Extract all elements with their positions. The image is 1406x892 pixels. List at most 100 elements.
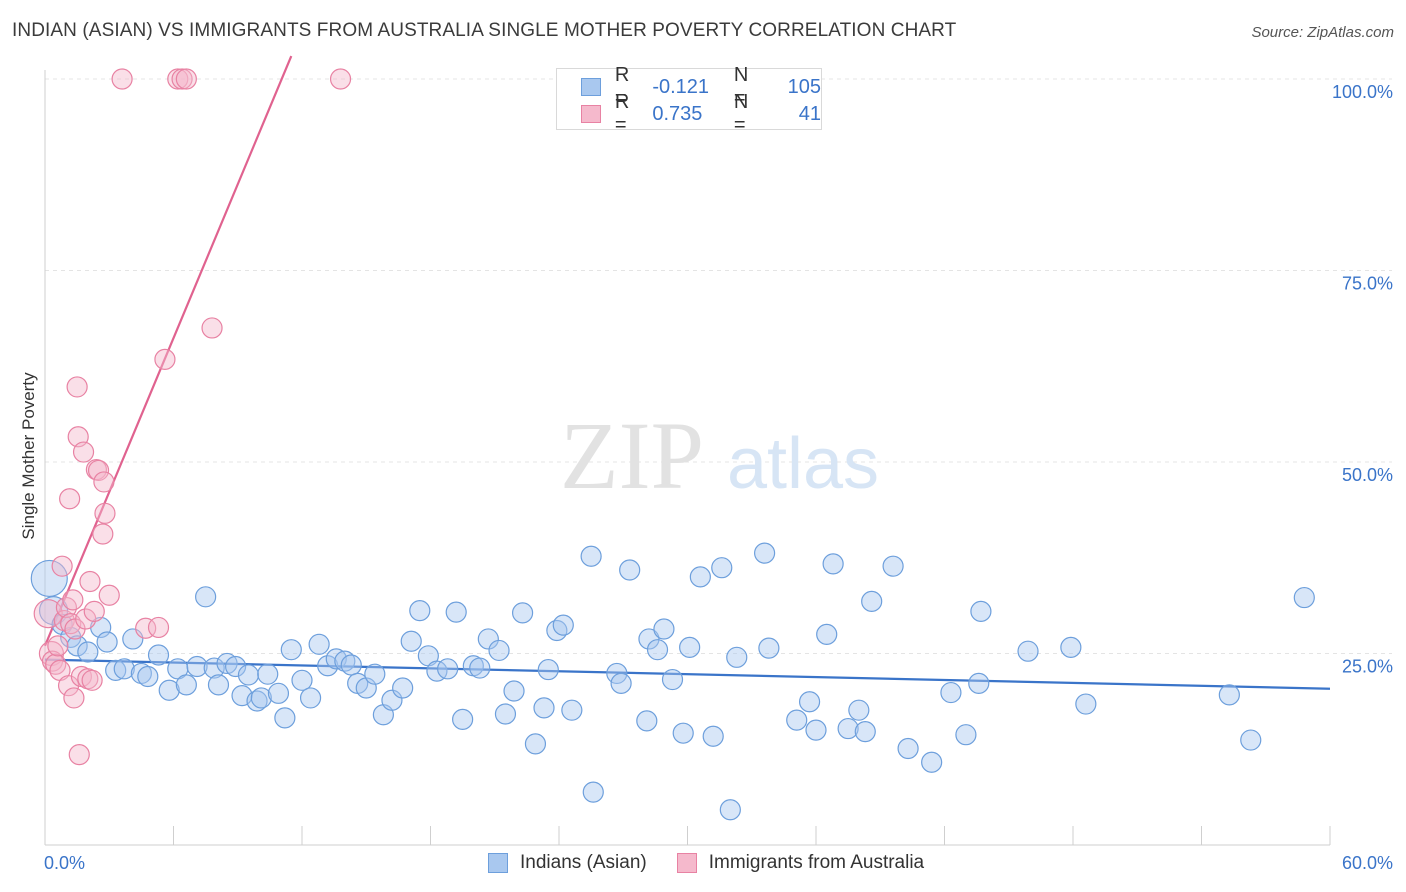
data-point [610, 672, 632, 694]
y-tick-label: 100.0% [1332, 82, 1393, 102]
series-points-0 [30, 542, 1315, 821]
data-point [882, 555, 904, 577]
data-point [113, 658, 135, 680]
x-tick-label-min: 0.0% [44, 853, 85, 873]
axis-labels: 25.0% 50.0% 75.0% 100.0% 0.0% 60.0% Single Mot… [19, 82, 1393, 873]
data-point [72, 441, 95, 463]
series-legend-item-indians[interactable]: Indians (Asian) [488, 852, 647, 874]
legend-r-value: -0.121 [652, 75, 710, 98]
data-point [445, 601, 467, 623]
data-point [334, 650, 356, 672]
legend-n-label: N = [733, 64, 749, 109]
data-point [79, 570, 101, 593]
y-axis-title: Single Mother Poverty [19, 372, 38, 540]
series-swatch-indians [488, 853, 508, 873]
data-point [83, 600, 105, 622]
data-point [137, 665, 159, 688]
data-point [68, 744, 90, 766]
data-point [477, 628, 499, 650]
series-swatch-australia [676, 853, 697, 873]
trend-line-0 [44, 658, 1331, 690]
data-point [175, 674, 197, 696]
legend-row-indians: R = -0.121 N = 105 [581, 64, 821, 109]
data-point [816, 623, 838, 645]
data-point [51, 555, 73, 577]
data-point [280, 639, 302, 661]
data-point [63, 687, 85, 709]
data-point [753, 542, 776, 564]
data-point [854, 721, 876, 743]
data-point [308, 633, 330, 655]
data-point [970, 600, 992, 622]
data-point [47, 635, 69, 657]
y-tick-label: 25.0% [1342, 657, 1393, 677]
data-point [524, 733, 547, 755]
data-point [503, 680, 525, 702]
data-point [225, 655, 247, 678]
series-legend-item-australia[interactable]: Immigrants from Australia [676, 852, 924, 874]
data-point [186, 655, 208, 678]
data-point [1293, 586, 1315, 609]
data-point [1017, 640, 1039, 662]
data-point [511, 602, 534, 624]
grid-lines [45, 78, 1392, 654]
data-point [154, 348, 176, 370]
data-point [274, 707, 296, 729]
data-point [75, 608, 97, 630]
data-point [81, 669, 103, 691]
watermark-atlas: atlas [727, 424, 879, 504]
data-point [798, 691, 821, 713]
data-point [968, 672, 990, 694]
data-point [533, 697, 555, 719]
data-point [437, 658, 459, 680]
data-point [494, 703, 517, 725]
data-point [537, 658, 559, 681]
data-point [653, 618, 675, 640]
data-point [711, 557, 733, 579]
watermark-zip: ZIP [560, 402, 704, 509]
data-point [921, 751, 943, 773]
data-point [452, 708, 474, 730]
trend-line-1 [43, 55, 293, 647]
data-point [257, 663, 279, 685]
data-point [837, 717, 859, 740]
legend-r-label: R = [614, 91, 630, 136]
y-tick-label: 75.0% [1342, 274, 1393, 294]
data-point [93, 471, 115, 493]
data-point [66, 635, 88, 657]
data-point [758, 637, 780, 659]
data-point [94, 502, 116, 524]
data-point [364, 663, 386, 685]
data-point [805, 719, 827, 741]
data-point [87, 459, 110, 482]
data-points [30, 68, 1315, 821]
data-point [207, 674, 230, 696]
data-point [147, 644, 170, 666]
data-point [1240, 729, 1262, 751]
data-point [111, 68, 133, 90]
data-point [175, 68, 197, 90]
legend-row-australia: R = 0.735 N = 41 [581, 91, 821, 136]
data-point [1218, 684, 1240, 706]
data-point [619, 559, 641, 581]
legend-swatch-australia [581, 105, 601, 123]
data-point [96, 631, 118, 653]
x-tick-label-max: 60.0% [1342, 853, 1393, 873]
data-point [381, 689, 403, 711]
data-point [291, 669, 313, 691]
data-point [636, 710, 658, 732]
data-point [786, 709, 808, 731]
data-point [488, 639, 510, 662]
legend-swatch-indians [581, 78, 601, 96]
data-point [409, 600, 431, 622]
data-point [66, 376, 88, 398]
data-point [897, 737, 919, 760]
data-point [726, 646, 748, 668]
data-point [317, 655, 339, 677]
data-point [201, 317, 223, 339]
data-point [400, 630, 422, 652]
data-point [195, 586, 217, 608]
data-point [822, 553, 844, 575]
legend-r-label: R = [614, 64, 630, 109]
